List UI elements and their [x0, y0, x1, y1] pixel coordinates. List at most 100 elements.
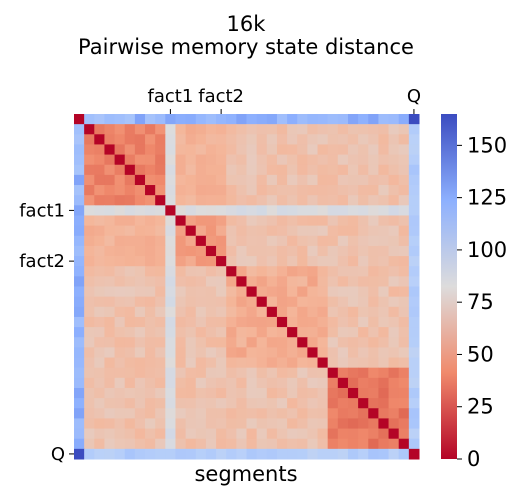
heatmap-cell [185, 428, 197, 440]
heatmap-cell [327, 448, 339, 460]
heatmap-cell [104, 134, 116, 145]
heatmap-cell [256, 164, 268, 176]
heatmap-cell [195, 428, 207, 440]
heatmap-cell [84, 114, 95, 125]
heatmap-cell [94, 195, 105, 206]
heatmap-cell [175, 215, 187, 227]
heatmap-cell [175, 377, 187, 389]
heatmap-cell [358, 357, 369, 369]
heatmap-cell [124, 418, 136, 430]
heatmap-cell [236, 124, 247, 135]
heatmap-cell [124, 215, 136, 227]
heatmap-cell [408, 367, 420, 379]
heatmap-cell [246, 174, 258, 186]
heatmap-cell [398, 164, 410, 176]
heatmap-cell [124, 286, 136, 298]
heatmap-cell [216, 164, 227, 176]
heatmap-cell [347, 438, 359, 450]
heatmap-cell [398, 306, 410, 318]
heatmap-cell [124, 195, 136, 206]
heatmap-cell [205, 296, 217, 308]
heatmap-cell [114, 205, 126, 216]
heatmap-cell [134, 124, 146, 135]
heatmap-cell [114, 276, 126, 287]
heatmap-cell [216, 286, 227, 298]
heatmap-cell [165, 337, 176, 348]
heatmap-cell [84, 398, 95, 409]
heatmap-cell [246, 256, 258, 267]
heatmap-cell [165, 164, 176, 176]
heatmap-cell [327, 256, 339, 267]
heatmap-cell [256, 327, 268, 338]
heatmap-cell [145, 256, 156, 267]
heatmap-cell [368, 296, 379, 308]
heatmap-cell [185, 286, 197, 298]
heatmap-cell [297, 205, 308, 216]
heatmap-cell [327, 235, 339, 247]
heatmap-cell [276, 428, 288, 440]
heatmap-cell [134, 114, 146, 125]
heatmap-cell [307, 195, 319, 206]
heatmap-cell [287, 448, 298, 460]
heatmap-cell [114, 164, 126, 176]
heatmap-cell [246, 357, 258, 369]
heatmap-cell [398, 185, 410, 196]
heatmap-cell [74, 306, 85, 318]
heatmap-cell [226, 245, 237, 257]
heatmap-cell [185, 195, 197, 206]
heatmap-cell [145, 327, 156, 338]
heatmap-cell [74, 134, 85, 145]
heatmap-cell [165, 114, 176, 125]
heatmap-cell [94, 225, 105, 237]
heatmap-cell [287, 347, 298, 359]
heatmap-cell [358, 408, 369, 419]
heatmap-cell [287, 286, 298, 298]
heatmap-cell [205, 154, 217, 166]
heatmap-cell [307, 174, 319, 186]
heatmap-cell [185, 316, 197, 328]
heatmap-cell [205, 428, 217, 440]
heatmap-cell [195, 266, 207, 277]
heatmap-cell [337, 144, 349, 156]
heatmap-cell [94, 124, 105, 135]
heatmap-cell [226, 174, 237, 186]
heatmap-cell [216, 225, 227, 237]
heatmap-cell [165, 327, 176, 338]
heatmap-cell [226, 296, 237, 308]
heatmap-cell [246, 377, 258, 389]
heatmap-cell [378, 276, 390, 287]
heatmap-cell [266, 245, 278, 257]
heatmap-cell [266, 205, 278, 216]
heatmap-cell [145, 215, 156, 227]
heatmap-cell [165, 418, 176, 430]
heatmap-cell [134, 195, 146, 206]
heatmap-cell [378, 266, 390, 277]
heatmap-cell [145, 276, 156, 287]
heatmap-cell [388, 316, 400, 328]
colorbar-tick-label: 100 [467, 238, 507, 262]
heatmap-cell [165, 185, 176, 196]
heatmap-cell [337, 367, 349, 379]
heatmap-cell [124, 134, 136, 145]
heatmap-cell [205, 448, 217, 460]
heatmap-cell [114, 296, 126, 308]
heatmap-cell [276, 448, 288, 460]
heatmap-cell [205, 327, 217, 338]
chart-title: 16k [227, 12, 267, 36]
heatmap-cell [327, 296, 339, 308]
heatmap-cell [155, 347, 166, 359]
heatmap-cell [94, 428, 105, 440]
heatmap-cell [347, 124, 359, 135]
heatmap-cell [195, 286, 207, 298]
heatmap-cell [256, 256, 268, 267]
heatmap-cell [175, 337, 187, 348]
heatmap-cell [327, 266, 339, 277]
heatmap-cell [216, 438, 227, 450]
heatmap-cell [297, 144, 308, 156]
heatmap-cell [155, 114, 166, 125]
heatmap-cell [287, 428, 298, 440]
heatmap-cell [104, 174, 116, 186]
heatmap-cell [165, 286, 176, 298]
heatmap-cell [368, 245, 379, 257]
heatmap-cell [358, 327, 369, 338]
